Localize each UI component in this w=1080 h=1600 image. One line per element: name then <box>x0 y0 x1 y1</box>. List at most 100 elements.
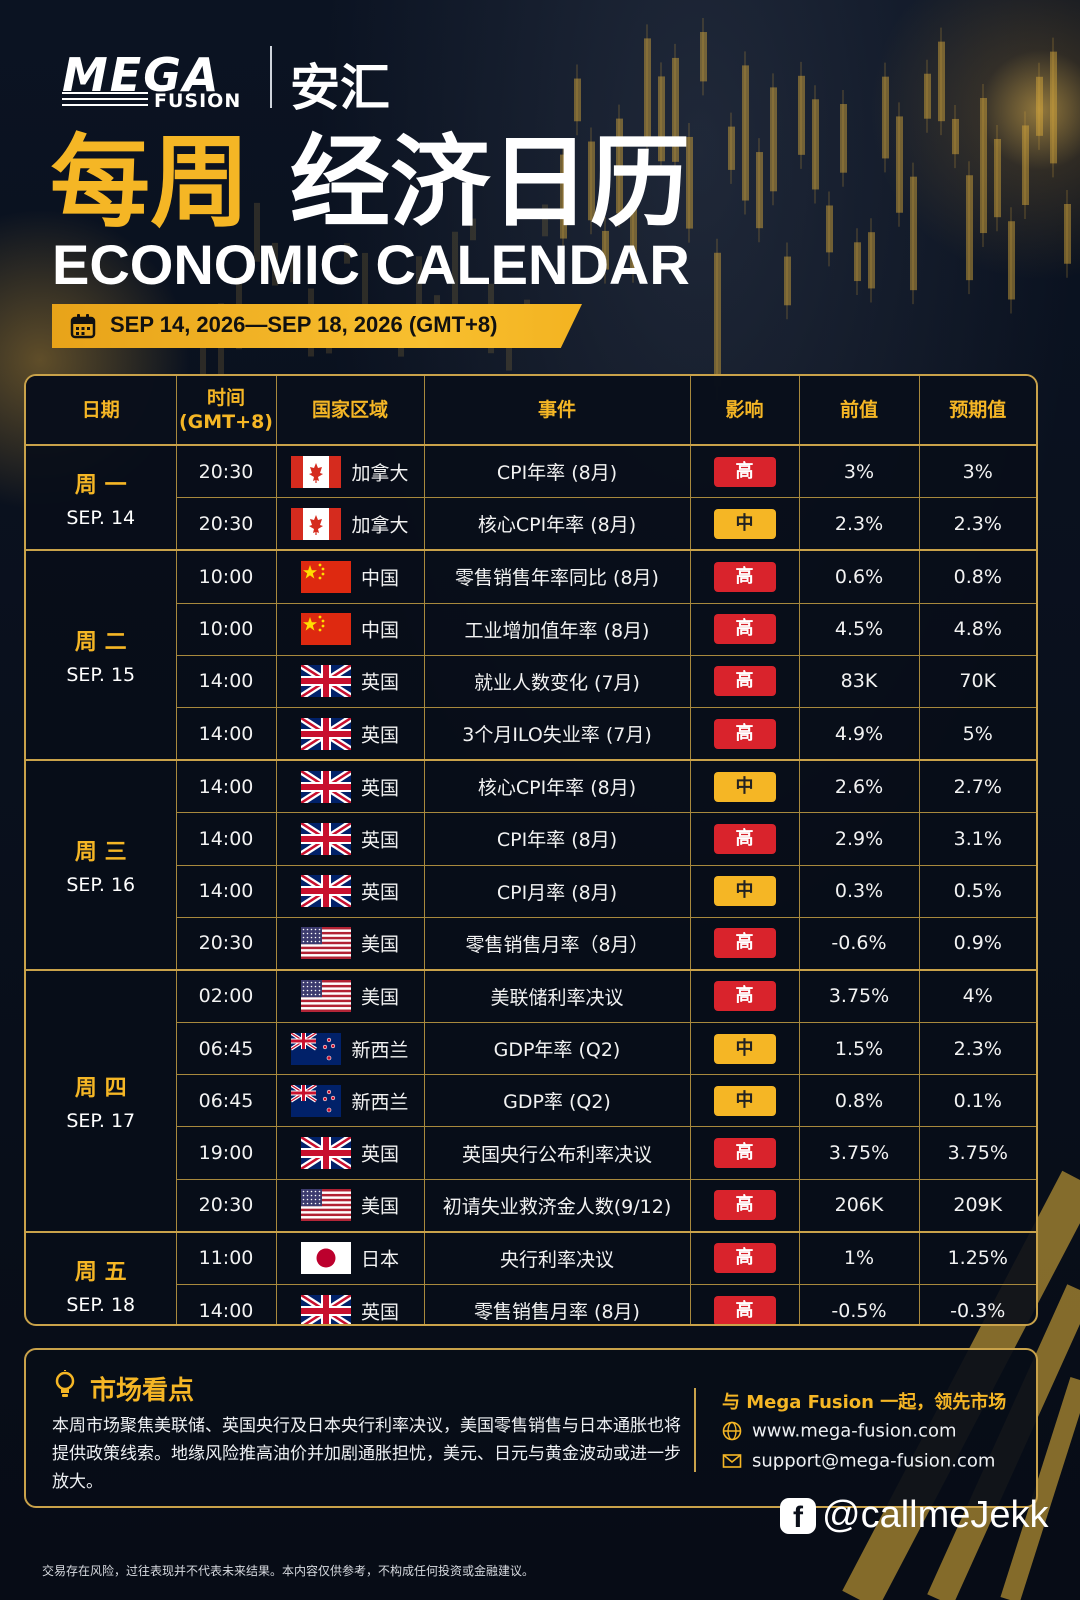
china-flag-icon <box>300 613 351 646</box>
impact-badge: 高 <box>713 928 776 959</box>
time-cell: 14:00 <box>176 655 277 708</box>
table-row: 20:30 加拿大 核心CPI年率 (8月) 中 2.3% 2.3% <box>26 497 1036 552</box>
table-row: 周 二 SEP. 15 10:00 中国 零售销售年率同比 (8月) 高 0.6% 0.8% <box>26 550 1036 762</box>
forecast-cell: 0.8% <box>919 550 1036 604</box>
forecast-cell: 0.9% <box>919 917 1036 971</box>
impact-cell: 高 <box>690 1231 800 1285</box>
table-header-row: 日期 时间 (GMT+8) 国家区域 事件 影响 前值 预期值 <box>26 376 1036 446</box>
previous-cell: 0.3% <box>799 865 920 918</box>
country-name: 英国 <box>360 881 399 904</box>
previous-cell: -0.5% <box>799 1284 920 1324</box>
country-name: 英国 <box>360 777 399 800</box>
table-row: 06:45 新西兰 GDP年率 (Q2) 中 1.5% 2.3% <box>26 1022 1036 1076</box>
table-row: 14:00 英国 CPI月率 (8月) 中 0.3% 0.5% <box>26 865 1036 918</box>
forecast-cell: 5% <box>919 707 1036 762</box>
forecast-cell: -0.3% <box>950 1299 1006 1322</box>
forecast-cell: 0.1% <box>919 1074 1036 1128</box>
impact-cell: 高 <box>690 707 800 762</box>
us-flag-icon <box>300 980 351 1013</box>
impact-cell: 中 <box>690 760 800 814</box>
impact-badge: 高 <box>713 456 776 487</box>
country-cell: 英国 <box>276 865 425 918</box>
country-name: 美国 <box>360 933 399 956</box>
event-cell: 初请失业救济金人数(9/12) <box>424 1179 691 1233</box>
country-name: 英国 <box>360 724 399 747</box>
impact-cell: 高 <box>690 917 800 971</box>
email-text: support@mega-fusion.com <box>752 1450 996 1472</box>
insight-title: 市场看点 <box>90 1376 195 1406</box>
country-name: 美国 <box>360 1195 399 1218</box>
time-cell: 20:30 <box>176 445 277 499</box>
country-cell: 中国 <box>276 603 425 656</box>
country-name: 英国 <box>360 671 399 694</box>
impact-badge: 高 <box>713 718 776 749</box>
table-row: 14:00 英国 3个月ILO失业率 (7月) 高 4.9% 5% <box>26 707 1036 762</box>
event-cell: 零售销售月率 (8月) <box>424 1284 691 1324</box>
time-cell: 20:30 <box>176 917 277 971</box>
impact-cell: 高 <box>690 812 800 866</box>
time-cell: 10:00 <box>176 603 277 656</box>
day-date: SEP. 14 <box>66 506 136 529</box>
country-name: 加拿大 <box>351 462 409 485</box>
contact-cta: 与 Mega Fusion 一起，领先市场 <box>722 1392 1007 1413</box>
time-cell: 14:00 <box>176 865 277 918</box>
header-country: 国家区域 <box>276 376 425 446</box>
facebook-icon: f <box>780 1498 816 1534</box>
email-link[interactable]: support@mega-fusion.com <box>722 1450 995 1472</box>
market-insight-panel: 市场看点 本周市场聚焦美联储、英国央行及日本央行利率决议，美国零售销售与日本通胀… <box>24 1348 1038 1508</box>
table-row: 14:00 英国 零售销售月率 (8月) 高 -0.5% -0.3% <box>26 1284 1036 1324</box>
table-row: 06:45 新西兰 GDP率 (Q2) 中 0.8% 0.1% <box>26 1074 1036 1128</box>
country-name: 英国 <box>360 829 399 852</box>
header-previous: 前值 <box>799 376 920 446</box>
uk-flag-icon <box>299 1291 353 1324</box>
forecast-cell: 209K <box>919 1179 1036 1233</box>
impact-badge: 高 <box>713 614 776 645</box>
previous-cell: 1.5% <box>799 1022 920 1076</box>
forecast-cell: 4% <box>919 969 1036 1024</box>
day-cell: 周 一 SEP. 14 <box>26 445 177 552</box>
social-handle[interactable]: f @callmeJekk <box>780 1490 1060 1550</box>
country-cell: 加拿大 <box>276 497 425 552</box>
country-cell: 英国 <box>276 1284 425 1324</box>
time-cell: 10:00 <box>176 550 277 604</box>
country-name: 英国 <box>360 1143 399 1166</box>
uk-flag-icon <box>299 662 353 701</box>
event-cell: 就业人数变化 (7月) <box>424 655 691 708</box>
event-cell: 零售销售月率（8月） <box>424 917 691 971</box>
canada-flag-icon <box>291 507 342 540</box>
day-cell: 周 五 SEP. 18 <box>26 1231 177 1324</box>
time-cell: 19:00 <box>176 1126 277 1180</box>
time-cell: 14:00 <box>176 812 277 866</box>
forecast-cell: 3.75% <box>919 1126 1036 1180</box>
uk-flag-icon <box>299 819 353 858</box>
event-cell: CPI年率 (8月) <box>424 445 691 499</box>
day-date: SEP. 15 <box>66 664 136 687</box>
website-link[interactable]: www.mega-fusion.com <box>722 1420 957 1442</box>
previous-cell: 4.9% <box>799 707 920 762</box>
impact-cell: 高 <box>690 445 800 499</box>
impact-badge: 高 <box>713 1190 776 1221</box>
event-cell: 英国央行公布利率决议 <box>424 1126 691 1180</box>
day-name: 周 一 <box>74 472 127 498</box>
impact-badge: 高 <box>713 561 776 592</box>
table-row: 周 三 SEP. 16 14:00 英国 核心CPI年率 (8月) 中 2.6% 2.7% <box>26 760 1036 971</box>
previous-cell: 4.5% <box>799 603 920 656</box>
forecast-cell: 3% <box>919 445 1036 499</box>
impact-cell: 高 <box>690 1126 800 1180</box>
calendar-table: 日期 时间 (GMT+8) 国家区域 事件 影响 前值 预期值 周 一 SEP. 1… <box>26 376 1036 1324</box>
impact-cell: 高 <box>690 969 800 1024</box>
logo-fusion: FUSION <box>154 90 242 112</box>
impact-badge: 高 <box>713 823 776 854</box>
impact-badge: 中 <box>713 1033 776 1064</box>
country-cell: 英国 <box>276 812 425 866</box>
table-row: 周 四 SEP. 17 02:00 美国 美联储利率决议高 3.75% 4% <box>26 969 1036 1233</box>
time-cell: 14:00 <box>176 707 277 762</box>
country-name: 英国 <box>360 1301 399 1324</box>
new-zealand-flag-icon <box>290 1083 342 1117</box>
impact-cell: 高 <box>690 550 800 604</box>
previous-cell: 2.3% <box>799 497 920 552</box>
event-cell: GDP率 (Q2) <box>424 1074 691 1128</box>
previous-cell: 2.6% <box>799 760 920 814</box>
country-cell: 英国 <box>276 1126 425 1180</box>
risk-disclaimer: 交易存在风险，过往表现并不代表未来结果。本内容仅供参考，不构成任何投资或金融建议… <box>42 1564 535 1578</box>
